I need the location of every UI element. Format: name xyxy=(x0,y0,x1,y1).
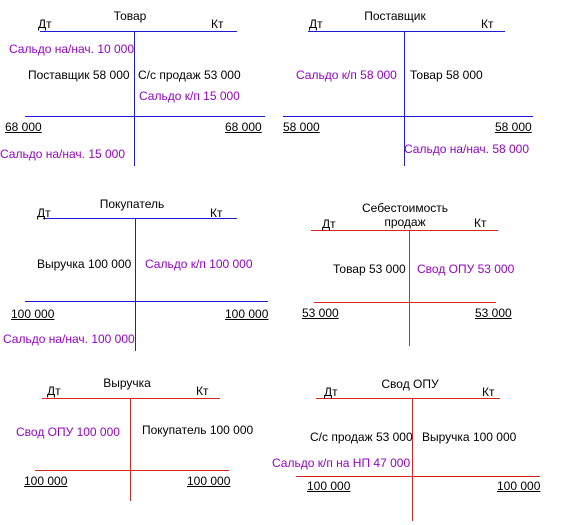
closing-balance: Сальдо к/п на НП 47 000 xyxy=(272,456,411,470)
header-line xyxy=(40,31,237,32)
credit-turnover: 100 000 xyxy=(225,307,269,321)
debit-turnover: 58 000 xyxy=(283,120,320,134)
header-line xyxy=(308,31,505,32)
divider-line xyxy=(409,230,410,346)
turnover-line xyxy=(25,116,265,117)
debit-turnover: 100 000 xyxy=(307,479,351,493)
debit-turnover: 100 000 xyxy=(24,474,68,488)
credit-label: Кт xyxy=(196,384,209,398)
debit-label: Дт xyxy=(309,17,323,31)
next-opening-balance: Сальдо на/нач. 100 000 xyxy=(3,332,135,346)
divider-line xyxy=(134,31,135,166)
credit-label: Кт xyxy=(474,216,487,230)
debit-turnover: 68 000 xyxy=(5,120,42,134)
credit-turnover: 53 000 xyxy=(475,306,512,320)
turnover-line xyxy=(283,116,533,117)
debit-label: Дт xyxy=(38,17,52,31)
credit-entry: С/с продаж 53 000 xyxy=(138,68,241,82)
account-title: Свод ОПУ xyxy=(381,377,439,391)
debit-entry: Товар 53 000 xyxy=(333,262,406,276)
debit-label: Дт xyxy=(322,217,336,231)
credit-entry: Покупатель 100 000 xyxy=(142,423,254,437)
credit-turnover: 68 000 xyxy=(225,120,262,134)
opening-balance: Сальдо на/нач. 10 000 xyxy=(9,42,135,56)
divider-line xyxy=(130,398,131,501)
turnover-line xyxy=(314,302,496,303)
header-line xyxy=(43,218,237,219)
debit-label: Дт xyxy=(37,206,51,220)
credit-label: Кт xyxy=(210,206,223,220)
credit-label: Кт xyxy=(481,17,494,31)
account-title-line2: продаж xyxy=(384,215,426,229)
header-line xyxy=(311,230,498,231)
debit-entry: Выручка 100 000 xyxy=(37,257,132,271)
next-opening-balance: Сальдо на/нач. 15 000 xyxy=(0,147,126,161)
closing-balance: Сальдо к/п 58 000 xyxy=(296,68,397,82)
debit-label: Дт xyxy=(47,384,61,398)
credit-turnover: 100 000 xyxy=(497,479,541,493)
turnover-line xyxy=(35,470,229,471)
account-title: Поставщик xyxy=(364,9,426,23)
closing-balance: Сальдо к/п 15 000 xyxy=(139,89,240,103)
debit-entry: Свод ОПУ 100 000 xyxy=(16,425,120,439)
turnover-line xyxy=(296,476,540,477)
closing-balance: Сальдо к/п 100 000 xyxy=(145,257,253,271)
credit-entry: Товар 58 000 xyxy=(410,68,483,82)
credit-turnover: 100 000 xyxy=(187,474,231,488)
account-title: Выручка xyxy=(103,376,151,390)
credit-turnover: 58 000 xyxy=(495,120,532,134)
account-title: Покупатель xyxy=(99,197,165,211)
credit-entry: Свод ОПУ 53 000 xyxy=(417,262,515,276)
debit-label: Дт xyxy=(324,385,338,399)
divider-line xyxy=(404,31,405,166)
debit-turnover: 53 000 xyxy=(302,306,339,320)
account-title: Себестоимость xyxy=(361,201,449,215)
header-line xyxy=(316,398,500,399)
header-line xyxy=(42,398,220,399)
credit-entry: Выручка 100 000 xyxy=(422,430,517,444)
credit-label: Кт xyxy=(211,17,224,31)
debit-entry: Поставщик 58 000 xyxy=(28,68,130,82)
turnover-line xyxy=(25,301,268,302)
divider-line xyxy=(135,218,136,351)
credit-label: Кт xyxy=(482,385,495,399)
divider-line xyxy=(412,398,413,521)
debit-entry: С/с продаж 53 000 xyxy=(310,430,413,444)
account-title: Товар xyxy=(113,9,147,23)
next-opening-balance: Сальдо на/нач. 58 000 xyxy=(404,142,530,156)
debit-turnover: 100 000 xyxy=(11,307,55,321)
